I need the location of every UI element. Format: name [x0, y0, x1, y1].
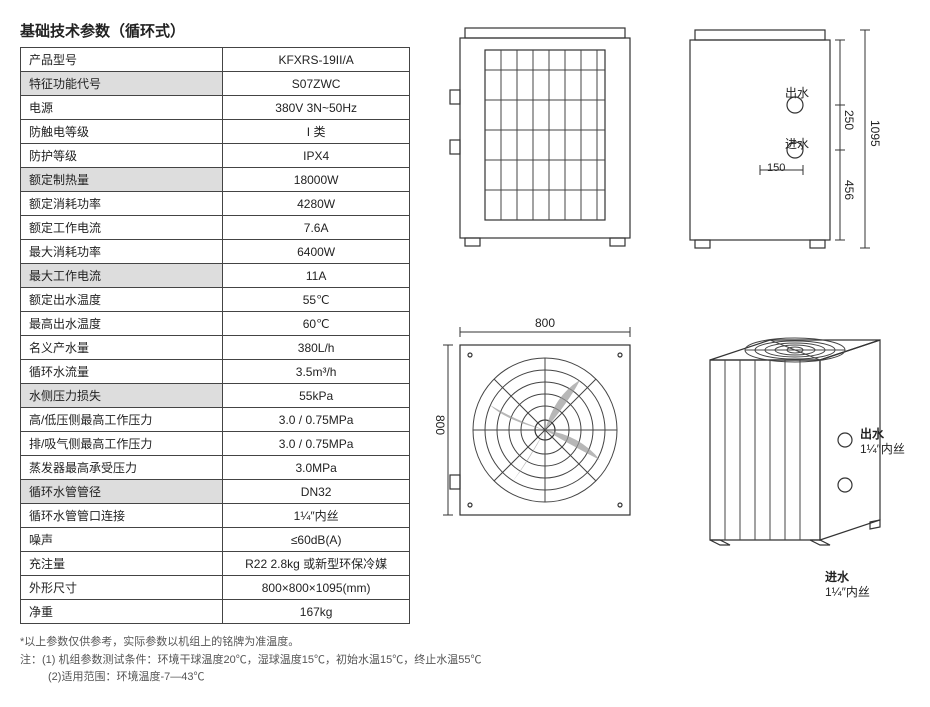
- front-view: [430, 20, 660, 260]
- spec-value: 1¼″内丝: [223, 504, 410, 528]
- spec-value: R22 2.8kg 或新型环保冷媒: [223, 552, 410, 576]
- spec-value: 3.0 / 0.75MPa: [223, 408, 410, 432]
- spec-label: 净重: [21, 600, 223, 624]
- spec-value: 55kPa: [223, 384, 410, 408]
- table-row: 循环水管管口连接1¼″内丝: [21, 504, 410, 528]
- spec-label: 额定工作电流: [21, 216, 223, 240]
- table-row: 名义产水量380L/h: [21, 336, 410, 360]
- spec-value: 55℃: [223, 288, 410, 312]
- page-title: 基础技术参数（循环式）: [20, 20, 410, 41]
- table-row: 最高出水温度60℃: [21, 312, 410, 336]
- spec-value: 11A: [223, 264, 410, 288]
- table-row: 蒸发器最高承受压力3.0MPa: [21, 456, 410, 480]
- spec-value: 800×800×1095(mm): [223, 576, 410, 600]
- table-row: 产品型号KFXRS-19II/A: [21, 48, 410, 72]
- table-row: 电源380V 3N~50Hz: [21, 96, 410, 120]
- table-row: 排/吸气侧最高工作压力3.0 / 0.75MPa: [21, 432, 410, 456]
- spec-value: S07ZWC: [223, 72, 410, 96]
- spec-label: 蒸发器最高承受压力: [21, 456, 223, 480]
- table-row: 噪声≤60dB(A): [21, 528, 410, 552]
- spec-label: 高/低压侧最高工作压力: [21, 408, 223, 432]
- dim-1095: 1095: [868, 120, 882, 147]
- outlet-label-1: 出水: [785, 84, 809, 101]
- spec-label: 最大工作电流: [21, 264, 223, 288]
- spec-value: DN32: [223, 480, 410, 504]
- spec-label: 循环水流量: [21, 360, 223, 384]
- spec-label: 排/吸气侧最高工作压力: [21, 432, 223, 456]
- dim-800-top: 800: [535, 316, 555, 330]
- table-row: 净重167kg: [21, 600, 410, 624]
- spec-value: ≤60dB(A): [223, 528, 410, 552]
- spec-label: 充注量: [21, 552, 223, 576]
- spec-value: 380L/h: [223, 336, 410, 360]
- spec-label: 电源: [21, 96, 223, 120]
- spec-label: 产品型号: [21, 48, 223, 72]
- spec-label: 水侧压力损失: [21, 384, 223, 408]
- diagram-wrap: 出水 进水 150 250 456 1095: [430, 20, 910, 620]
- spec-value: IPX4: [223, 144, 410, 168]
- main-container: 基础技术参数（循环式） 产品型号KFXRS-19II/A特征功能代号S07ZWC…: [20, 20, 910, 624]
- spec-value: 3.0 / 0.75MPa: [223, 432, 410, 456]
- spec-panel: 基础技术参数（循环式） 产品型号KFXRS-19II/A特征功能代号S07ZWC…: [20, 20, 410, 624]
- table-row: 额定出水温度55℃: [21, 288, 410, 312]
- diagram-panel: 出水 进水 150 250 456 1095: [430, 20, 910, 624]
- table-row: 防护等级IPX4: [21, 144, 410, 168]
- table-row: 防触电等级I 类: [21, 120, 410, 144]
- spec-label: 噪声: [21, 528, 223, 552]
- dim-250: 250: [842, 110, 856, 130]
- table-row: 最大工作电流11A: [21, 264, 410, 288]
- spec-label: 最大消耗功率: [21, 240, 223, 264]
- table-row: 额定消耗功率4280W: [21, 192, 410, 216]
- spec-label: 循环水管管口连接: [21, 504, 223, 528]
- table-row: 额定制热量18000W: [21, 168, 410, 192]
- thread-label-2: 1¼″内丝: [860, 440, 905, 457]
- footnote-2: (2)适用范围：环境温度-7—43℃: [20, 669, 910, 687]
- spec-label: 防护等级: [21, 144, 223, 168]
- table-row: 充注量R22 2.8kg 或新型环保冷媒: [21, 552, 410, 576]
- spec-value: 18000W: [223, 168, 410, 192]
- spec-label: 额定出水温度: [21, 288, 223, 312]
- spec-label: 外形尺寸: [21, 576, 223, 600]
- spec-label: 特征功能代号: [21, 72, 223, 96]
- table-row: 水侧压力损失55kPa: [21, 384, 410, 408]
- spec-label: 额定消耗功率: [21, 192, 223, 216]
- footnote-0: *以上参数仅供参考，实际参数以机组上的铭牌为准温度。: [20, 634, 910, 652]
- footnotes: *以上参数仅供参考，实际参数以机组上的铭牌为准温度。 注：(1) 机组参数测试条…: [20, 634, 910, 687]
- spec-value: 167kg: [223, 600, 410, 624]
- spec-value: 6400W: [223, 240, 410, 264]
- spec-value: 3.5m³/h: [223, 360, 410, 384]
- dim-456: 456: [842, 180, 856, 200]
- top-view: [430, 320, 660, 570]
- spec-value: 4280W: [223, 192, 410, 216]
- thread-label-3: 1¼″内丝: [825, 583, 870, 600]
- spec-table: 产品型号KFXRS-19II/A特征功能代号S07ZWC电源380V 3N~50…: [20, 47, 410, 624]
- spec-value: 7.6A: [223, 216, 410, 240]
- table-row: 特征功能代号S07ZWC: [21, 72, 410, 96]
- spec-value: KFXRS-19II/A: [223, 48, 410, 72]
- spec-label: 额定制热量: [21, 168, 223, 192]
- dim-800-side: 800: [433, 415, 447, 435]
- spec-value: 60℃: [223, 312, 410, 336]
- spec-label: 循环水管管径: [21, 480, 223, 504]
- spec-value: 380V 3N~50Hz: [223, 96, 410, 120]
- table-row: 循环水管管径DN32: [21, 480, 410, 504]
- table-row: 最大消耗功率6400W: [21, 240, 410, 264]
- spec-label: 防触电等级: [21, 120, 223, 144]
- table-row: 外形尺寸800×800×1095(mm): [21, 576, 410, 600]
- spec-label: 最高出水温度: [21, 312, 223, 336]
- spec-value: I 类: [223, 120, 410, 144]
- table-row: 循环水流量3.5m³/h: [21, 360, 410, 384]
- table-row: 高/低压侧最高工作压力3.0 / 0.75MPa: [21, 408, 410, 432]
- spec-label: 名义产水量: [21, 336, 223, 360]
- table-row: 额定工作电流7.6A: [21, 216, 410, 240]
- inlet-label-1: 进水: [785, 135, 809, 152]
- spec-value: 3.0MPa: [223, 456, 410, 480]
- footnote-1: 注：(1) 机组参数测试条件：环境干球温度20℃，湿球温度15℃，初始水温15℃…: [20, 652, 910, 670]
- dim-150: 150: [767, 162, 785, 174]
